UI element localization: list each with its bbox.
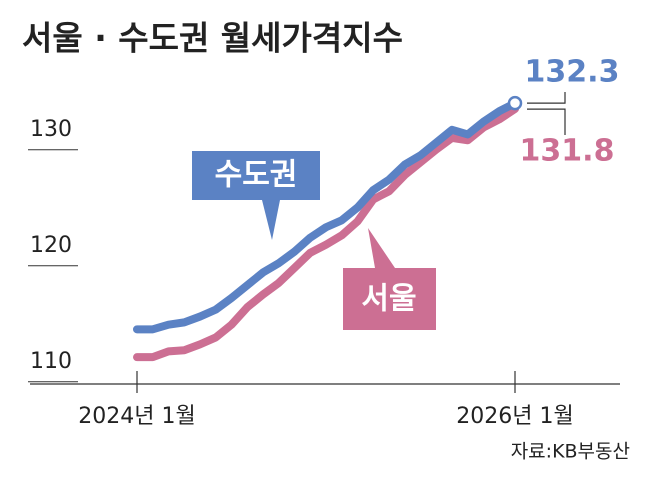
y-tick-label: 120 (30, 233, 72, 258)
connector (527, 108, 566, 135)
end-value-label: 131.8 (520, 134, 615, 169)
end-marker (507, 95, 523, 111)
connector (527, 92, 566, 104)
series-label: 수도권 (215, 158, 298, 193)
y-tick-label: 130 (30, 117, 72, 142)
end-value-label: 132.3 (525, 55, 620, 90)
chart-title: 서울 · 수도권 월세가격지수 (22, 19, 403, 58)
source: 자료:KB부동산 (511, 441, 630, 463)
x-tick-label: 2024년 1월 (78, 404, 195, 429)
y-tick-label: 110 (30, 349, 72, 374)
line (133, 99, 519, 334)
x-tick-label: 2026년 1월 (456, 404, 573, 429)
callout-box (192, 151, 320, 240)
callout-box (343, 228, 436, 330)
line (133, 104, 519, 362)
series-label: 서울 (361, 282, 416, 317)
